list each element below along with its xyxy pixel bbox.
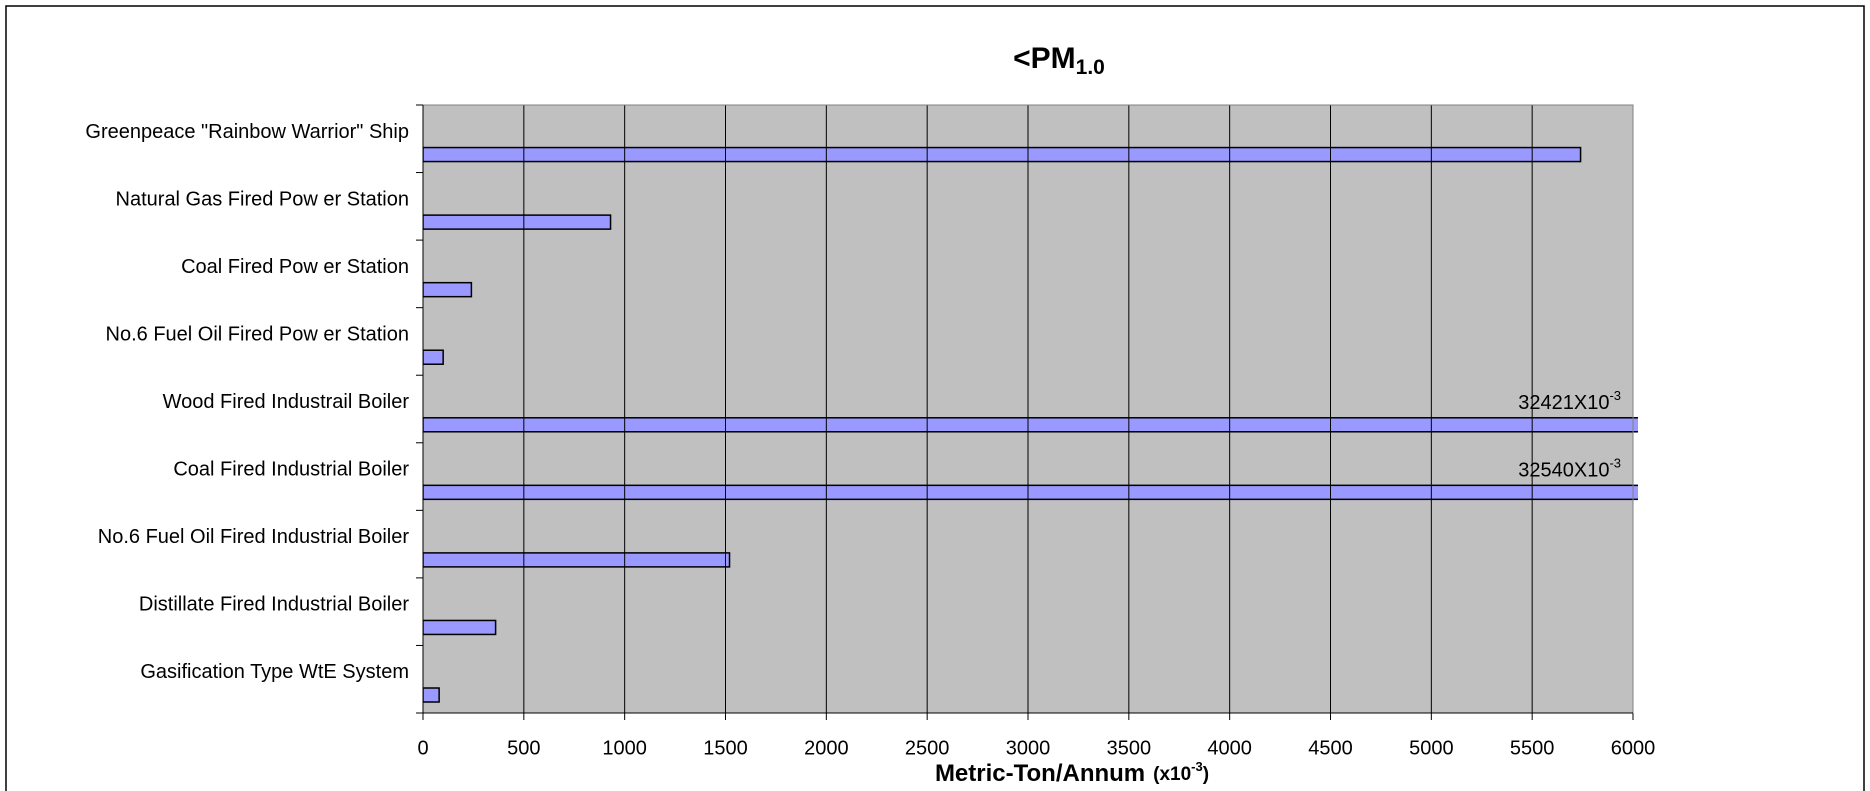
x-tick-label: 1000	[602, 737, 647, 759]
title-sub: 1.0	[1076, 56, 1105, 79]
bar	[423, 214, 612, 230]
y-tick-label: Natural Gas Fired Pow er Station	[116, 188, 409, 210]
chart-title: <PM1.0	[1013, 42, 1105, 79]
bar	[423, 349, 444, 365]
bar	[423, 619, 497, 636]
x-tick-label: 3500	[1107, 737, 1152, 759]
title-main: <PM	[1013, 42, 1076, 75]
x-tick-label: 3000	[1006, 737, 1051, 759]
bar	[423, 146, 1582, 163]
x-label-sup: -3	[1191, 759, 1203, 774]
y-tick-label: Greenpeace "Rainbow Warrior" Ship	[85, 121, 409, 143]
bar	[423, 484, 1638, 501]
y-tick-label: Wood Fired Industrail Boiler	[163, 391, 410, 413]
x-tick-label: 5500	[1510, 737, 1555, 759]
x-tick-label: 2000	[804, 737, 849, 759]
y-tick-label: No.6 Fuel Oil Fired Industrial Boiler	[98, 526, 410, 548]
y-tick-label: Coal Fired Industrial Boiler	[173, 459, 409, 481]
x-tick-label: 4500	[1308, 737, 1353, 759]
annotation-text: 32540X10	[1518, 460, 1609, 482]
bars	[423, 146, 1638, 703]
y-tick-label: Gasification Type WtE System	[140, 661, 409, 683]
annotation: 32421X10-3	[1518, 388, 1621, 414]
bar	[423, 417, 1638, 433]
x-axis-label: Metric-Ton/Annum (x10-3)	[935, 759, 1209, 787]
annotation-sup: -3	[1609, 388, 1621, 403]
x-tick-label: 5000	[1409, 737, 1454, 759]
bar	[423, 687, 440, 703]
x-label-close: )	[1203, 764, 1209, 785]
x-label-unit: (x10	[1153, 764, 1191, 785]
annotation-text: 32421X10	[1518, 392, 1609, 414]
x-tick-label: 2500	[905, 737, 950, 759]
annotation: 32540X10-3	[1518, 456, 1621, 482]
x-tick-label: 1500	[703, 737, 748, 759]
x-tick-label: 0	[417, 737, 428, 759]
y-tick-label: No.6 Fuel Oil Fired Pow er Station	[106, 323, 409, 345]
y-tick-label: Distillate Fired Industrial Boiler	[139, 594, 409, 616]
x-tick-label: 4000	[1207, 737, 1252, 759]
x-tick-label: 500	[507, 737, 540, 759]
x-tick-label: 6000	[1611, 737, 1656, 759]
bar	[423, 281, 473, 298]
bar	[423, 552, 731, 568]
annotation-sup: -3	[1609, 456, 1621, 471]
x-label-main: Metric-Ton/Annum	[935, 760, 1145, 787]
y-tick-label: Coal Fired Pow er Station	[181, 256, 409, 278]
